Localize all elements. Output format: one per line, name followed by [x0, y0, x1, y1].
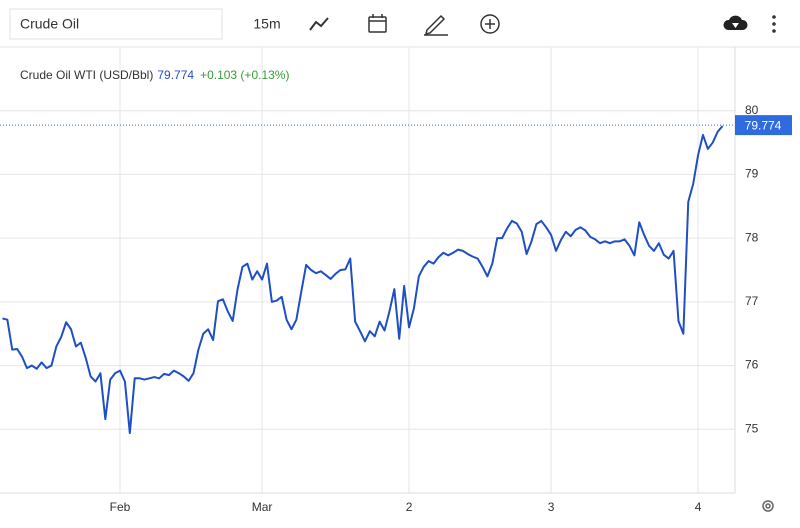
y-tick-label: 75: [745, 421, 759, 435]
x-tick-label: Feb: [110, 500, 131, 514]
plot-area: 75 76 77 78 79 80 Feb Mar 2 3 4 79.774: [0, 47, 792, 514]
x-tick-label: 3: [548, 500, 555, 514]
y-tick-label: 76: [745, 358, 759, 372]
series-name: Crude Oil WTI (USD/Bbl): [20, 68, 153, 82]
interval-button[interactable]: 15m: [253, 16, 280, 32]
add-button[interactable]: [480, 14, 500, 34]
price-tag: [735, 115, 792, 136]
y-tick-label: 77: [745, 294, 759, 308]
menu-button[interactable]: [772, 15, 776, 33]
legend: Crude Oil WTI (USD/Bbl) 79.774 +0.103 (+…: [20, 68, 289, 82]
draw-button[interactable]: [424, 14, 448, 36]
search-box[interactable]: [9, 8, 223, 40]
y-tick-label: 80: [745, 103, 759, 117]
x-tick-label: 2: [406, 500, 413, 514]
chart-type-button[interactable]: [309, 17, 329, 31]
change-label: +0.103 (+0.13%): [200, 68, 289, 82]
settings-button[interactable]: [762, 500, 774, 512]
download-button[interactable]: [723, 15, 748, 30]
y-tick-label: 78: [745, 230, 759, 244]
price-line: [2, 125, 724, 435]
calendar-button[interactable]: [368, 14, 387, 33]
last-value: 79.774: [157, 68, 194, 82]
symbol-input[interactable]: Crude Oil: [20, 16, 79, 32]
toolbar: Crude Oil 15m: [0, 0, 800, 48]
price-tag-label: 79.774: [745, 118, 782, 132]
x-tick-label: Mar: [252, 500, 273, 514]
y-tick-label: 79: [745, 167, 759, 181]
x-tick-label: 4: [695, 500, 702, 514]
